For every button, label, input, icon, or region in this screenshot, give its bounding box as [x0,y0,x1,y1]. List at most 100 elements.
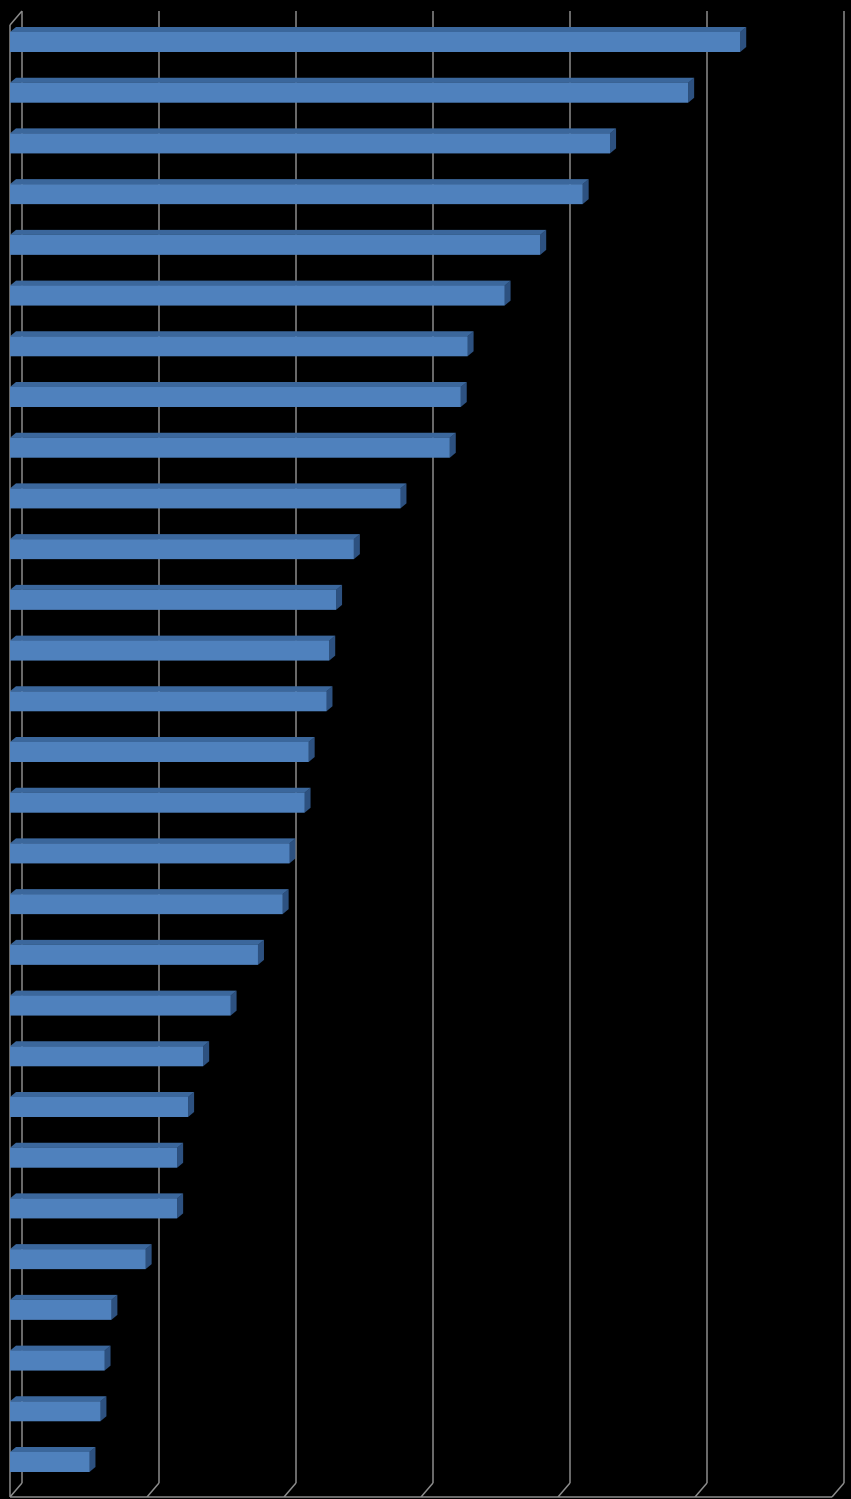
bar-side [308,737,315,762]
bar-side [177,1142,184,1168]
bar-side [188,1092,195,1117]
bar-side [111,1294,118,1320]
grid-line [420,11,434,1498]
bar [10,939,264,965]
bar-top [10,990,237,996]
bar-front [10,1350,105,1371]
bar-front [10,1249,146,1270]
bar-top [10,686,333,692]
bar [10,483,407,509]
bar [10,1193,184,1219]
bar-front [10,1046,204,1067]
bar-front [10,387,461,407]
bar-top [10,1092,195,1097]
bar-front [10,1452,90,1472]
bar-top [10,1142,184,1148]
bar-front [10,742,309,762]
bar-top [10,1244,152,1250]
bar-side [740,27,747,52]
bar-front [10,184,583,205]
bar-front [10,1097,189,1117]
bar-side [100,1396,107,1422]
bar [10,1447,96,1472]
bar-side [400,483,407,509]
bar [10,1092,195,1117]
bar-side [353,534,360,560]
bar-side [329,635,336,661]
bar-top [10,889,289,895]
bar-side [610,128,617,154]
bar-top [10,737,315,742]
bar-front [10,944,258,965]
bar-top [10,331,474,337]
bar [10,1041,210,1067]
bar-top [10,1447,96,1452]
bar [10,27,747,52]
bar [10,787,311,813]
bar-front [10,133,611,154]
bar-top [10,1193,184,1199]
axis-wall [9,10,23,26]
bar-front [10,843,290,864]
bar [10,382,467,407]
bar-front [10,995,231,1016]
bar [10,737,315,762]
bar-side [504,280,511,306]
bar-top [10,1041,210,1047]
bar-front [10,82,689,103]
bar [10,889,289,915]
bar-side [230,990,237,1016]
bar-top [10,1396,107,1402]
bar-top [10,179,589,185]
bar-top [10,27,747,32]
bar-side [336,584,343,610]
grid-floor [283,1482,297,1498]
bar-side [289,838,296,864]
bar-side [467,331,474,357]
bar-side [145,1244,152,1270]
bar-side [582,179,589,205]
bar-front [10,234,541,255]
grid-line [831,11,845,1498]
bar-front [10,1401,101,1422]
bar-side [177,1193,184,1219]
bar-top [10,584,343,590]
bar [10,432,456,458]
bar-top [10,939,264,945]
grid-floor [694,1482,708,1498]
bar [10,1294,118,1320]
bar-top [10,280,511,286]
bar-top [10,787,311,793]
bar-front [10,437,450,458]
bar-front [10,792,305,813]
grid-floor [9,1482,23,1498]
grid-floor [831,1482,845,1498]
bar-side [688,77,695,103]
bar-side [282,889,289,915]
bar [10,838,296,864]
bar-top [10,128,617,134]
bar-top [10,1345,111,1351]
bar-front [10,691,327,712]
bar [10,229,547,255]
bar-top [10,838,296,844]
bar [10,280,511,306]
bar-side [203,1041,210,1067]
bar [10,534,360,560]
bar-top [10,77,695,83]
bar-front [10,1147,178,1168]
bar [10,1142,184,1168]
bar-front [10,640,330,661]
bar-top [10,382,467,387]
bar-side [257,939,264,965]
bar [10,686,333,712]
grid-floor [146,1482,160,1498]
bar-top [10,229,547,235]
bar-front [10,1198,178,1219]
bar-front [10,589,337,610]
bar-front [10,285,505,306]
bar-side [304,787,311,813]
bar-front [10,336,468,357]
